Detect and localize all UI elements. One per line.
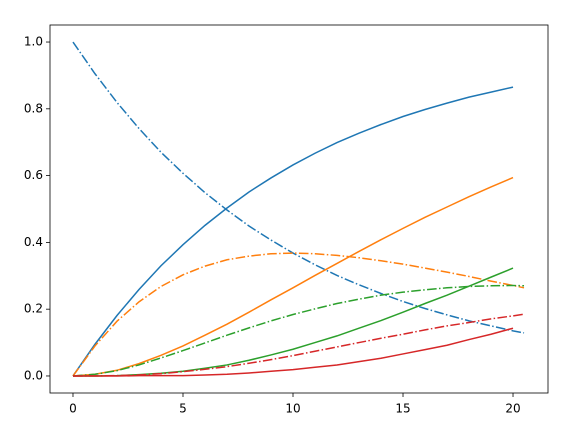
line-series — [72, 252, 525, 377]
y-tick-label: 0.2 — [24, 302, 43, 316]
axes-frame — [49, 24, 549, 394]
y-tick-label: 0.0 — [24, 368, 43, 382]
line-series — [72, 313, 525, 377]
line-series — [72, 86, 514, 377]
y-tick-label: 0.8 — [24, 101, 43, 115]
x-tick-label: 5 — [179, 402, 187, 416]
x-tick-label: 10 — [285, 402, 300, 416]
line-series — [72, 284, 525, 377]
line-series — [72, 327, 514, 377]
x-tick-label: 20 — [505, 402, 520, 416]
x-tick-label: 0 — [69, 402, 77, 416]
y-tick-label: 0.6 — [24, 168, 43, 182]
y-tick-label: 1.0 — [24, 35, 43, 49]
line-series — [72, 41, 525, 334]
plot-area — [72, 41, 525, 377]
line-series — [72, 267, 514, 377]
line-series — [72, 176, 514, 377]
x-tick-label: 15 — [395, 402, 410, 416]
y-tick-label: 0.4 — [24, 235, 43, 249]
